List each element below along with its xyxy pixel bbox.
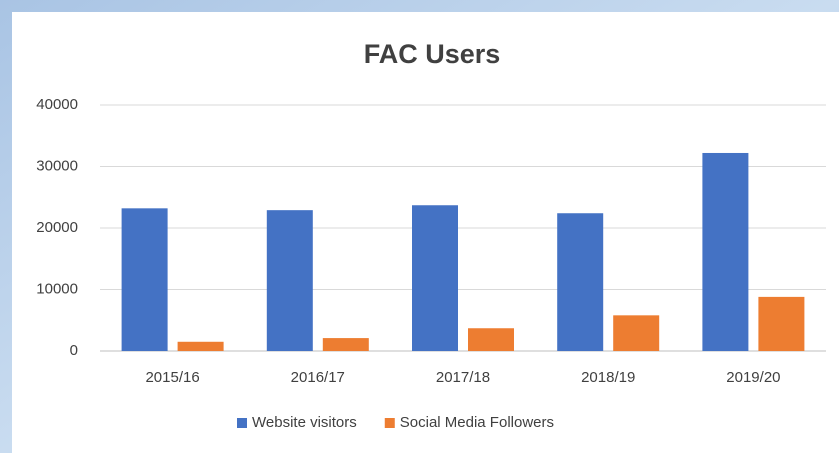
x-tick-label: 2016/17 (291, 369, 345, 386)
legend-label: Social Media Followers (400, 414, 554, 431)
bar (613, 315, 660, 351)
y-tick-label: 30000 (36, 157, 78, 174)
x-tick-label: 2015/16 (145, 369, 199, 386)
bar (702, 152, 749, 351)
bar (557, 213, 604, 351)
legend-swatch (384, 418, 395, 428)
y-tick-label: 0 (70, 342, 78, 359)
x-tick-label: 2017/18 (436, 369, 490, 386)
bar (412, 205, 458, 351)
x-tick-label: 2019/20 (726, 369, 780, 386)
bar (758, 296, 805, 351)
x-tick-label: 2018/19 (581, 369, 635, 386)
legend-label: Website visitors (252, 414, 357, 431)
bar (266, 210, 313, 351)
legend-swatch (237, 418, 247, 428)
bar (121, 208, 168, 351)
bar (322, 338, 369, 351)
y-tick-label: 10000 (36, 280, 78, 297)
chart-title: FAC Users (364, 39, 501, 69)
y-tick-label: 40000 (36, 96, 78, 113)
y-tick-label: 20000 (36, 219, 78, 236)
bar (468, 328, 514, 351)
bar (177, 341, 224, 351)
